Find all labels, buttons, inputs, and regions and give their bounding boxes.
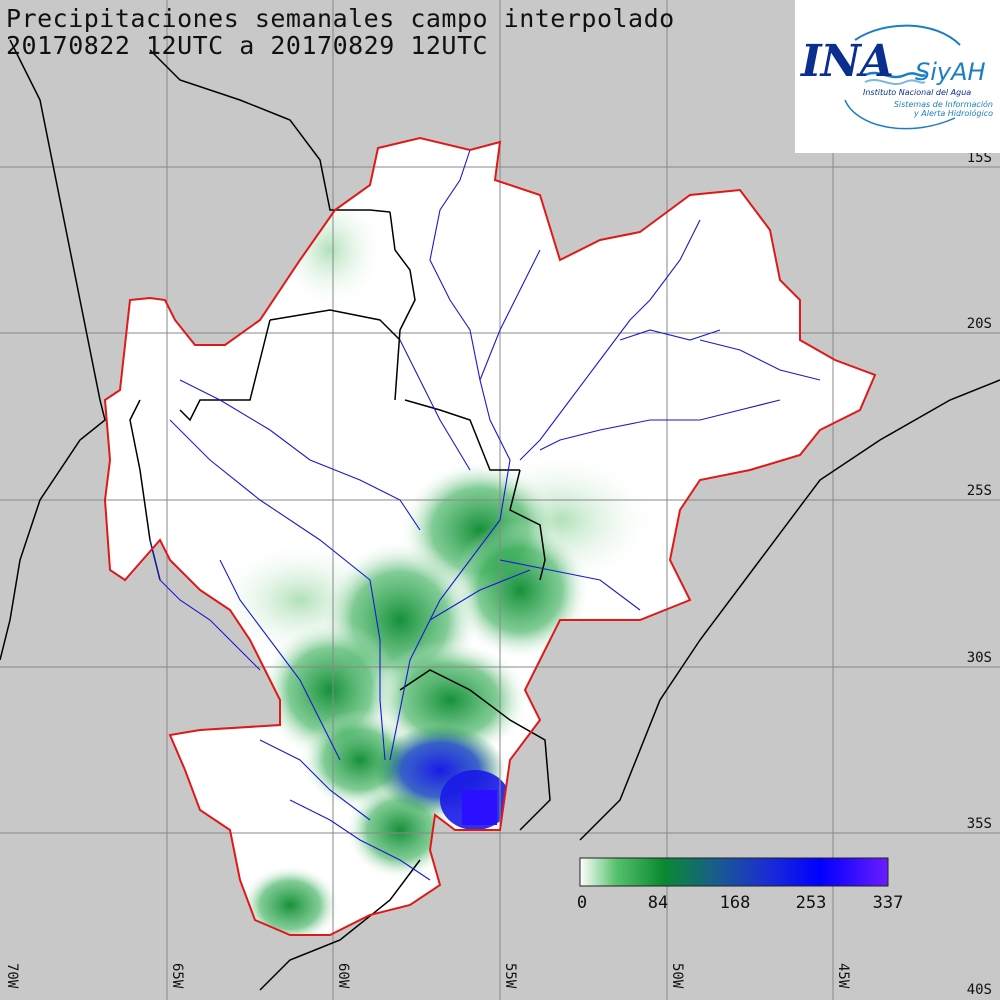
logo-siyah-text: SiyAH xyxy=(915,58,986,86)
legend-colorbar xyxy=(579,857,889,887)
lon-label-60w: 60W xyxy=(335,963,351,989)
logo-subtitle-1: Sistemas de Información xyxy=(893,100,993,109)
map-title: Precipitaciones semanales campo interpol… xyxy=(6,4,675,33)
legend-tick-337: 337 xyxy=(872,893,904,913)
legend-tick-84: 84 xyxy=(647,893,669,913)
logo-institute-text: Instituto Nacional del Agua xyxy=(863,88,972,97)
legend-tick-0: 0 xyxy=(576,893,588,913)
rivers xyxy=(149,149,821,881)
ina-logo: INA SiyAH Instituto Nacional del Agua Si… xyxy=(795,0,1000,153)
legend-tick-253: 253 xyxy=(795,893,827,913)
lat-label-35s: 35S xyxy=(966,816,992,832)
lon-label-55w: 55W xyxy=(502,963,518,989)
legend-tick-168: 168 xyxy=(719,893,751,913)
lat-label-25s: 25S xyxy=(966,483,992,499)
lon-label-65w: 65W xyxy=(169,963,185,989)
logo-ina-text: INA xyxy=(801,36,894,87)
lon-label-50w: 50W xyxy=(669,963,685,989)
lon-label-70w: 70W xyxy=(4,963,20,989)
lat-label-20s: 20S xyxy=(966,316,992,332)
basin-boundary xyxy=(103,136,877,936)
lat-label-40s: 40S xyxy=(966,982,992,998)
lon-label-45w: 45W xyxy=(835,963,851,989)
logo-subtitle-2: y Alerta Hidrológico xyxy=(914,109,993,118)
map-period: 20170822 12UTC a 20170829 12UTC xyxy=(6,31,489,60)
lat-label-30s: 30S xyxy=(966,650,992,666)
lat-label-15s: 15S xyxy=(966,150,992,166)
precipitation-field xyxy=(210,190,660,935)
logo-wave-icon xyxy=(844,24,961,130)
